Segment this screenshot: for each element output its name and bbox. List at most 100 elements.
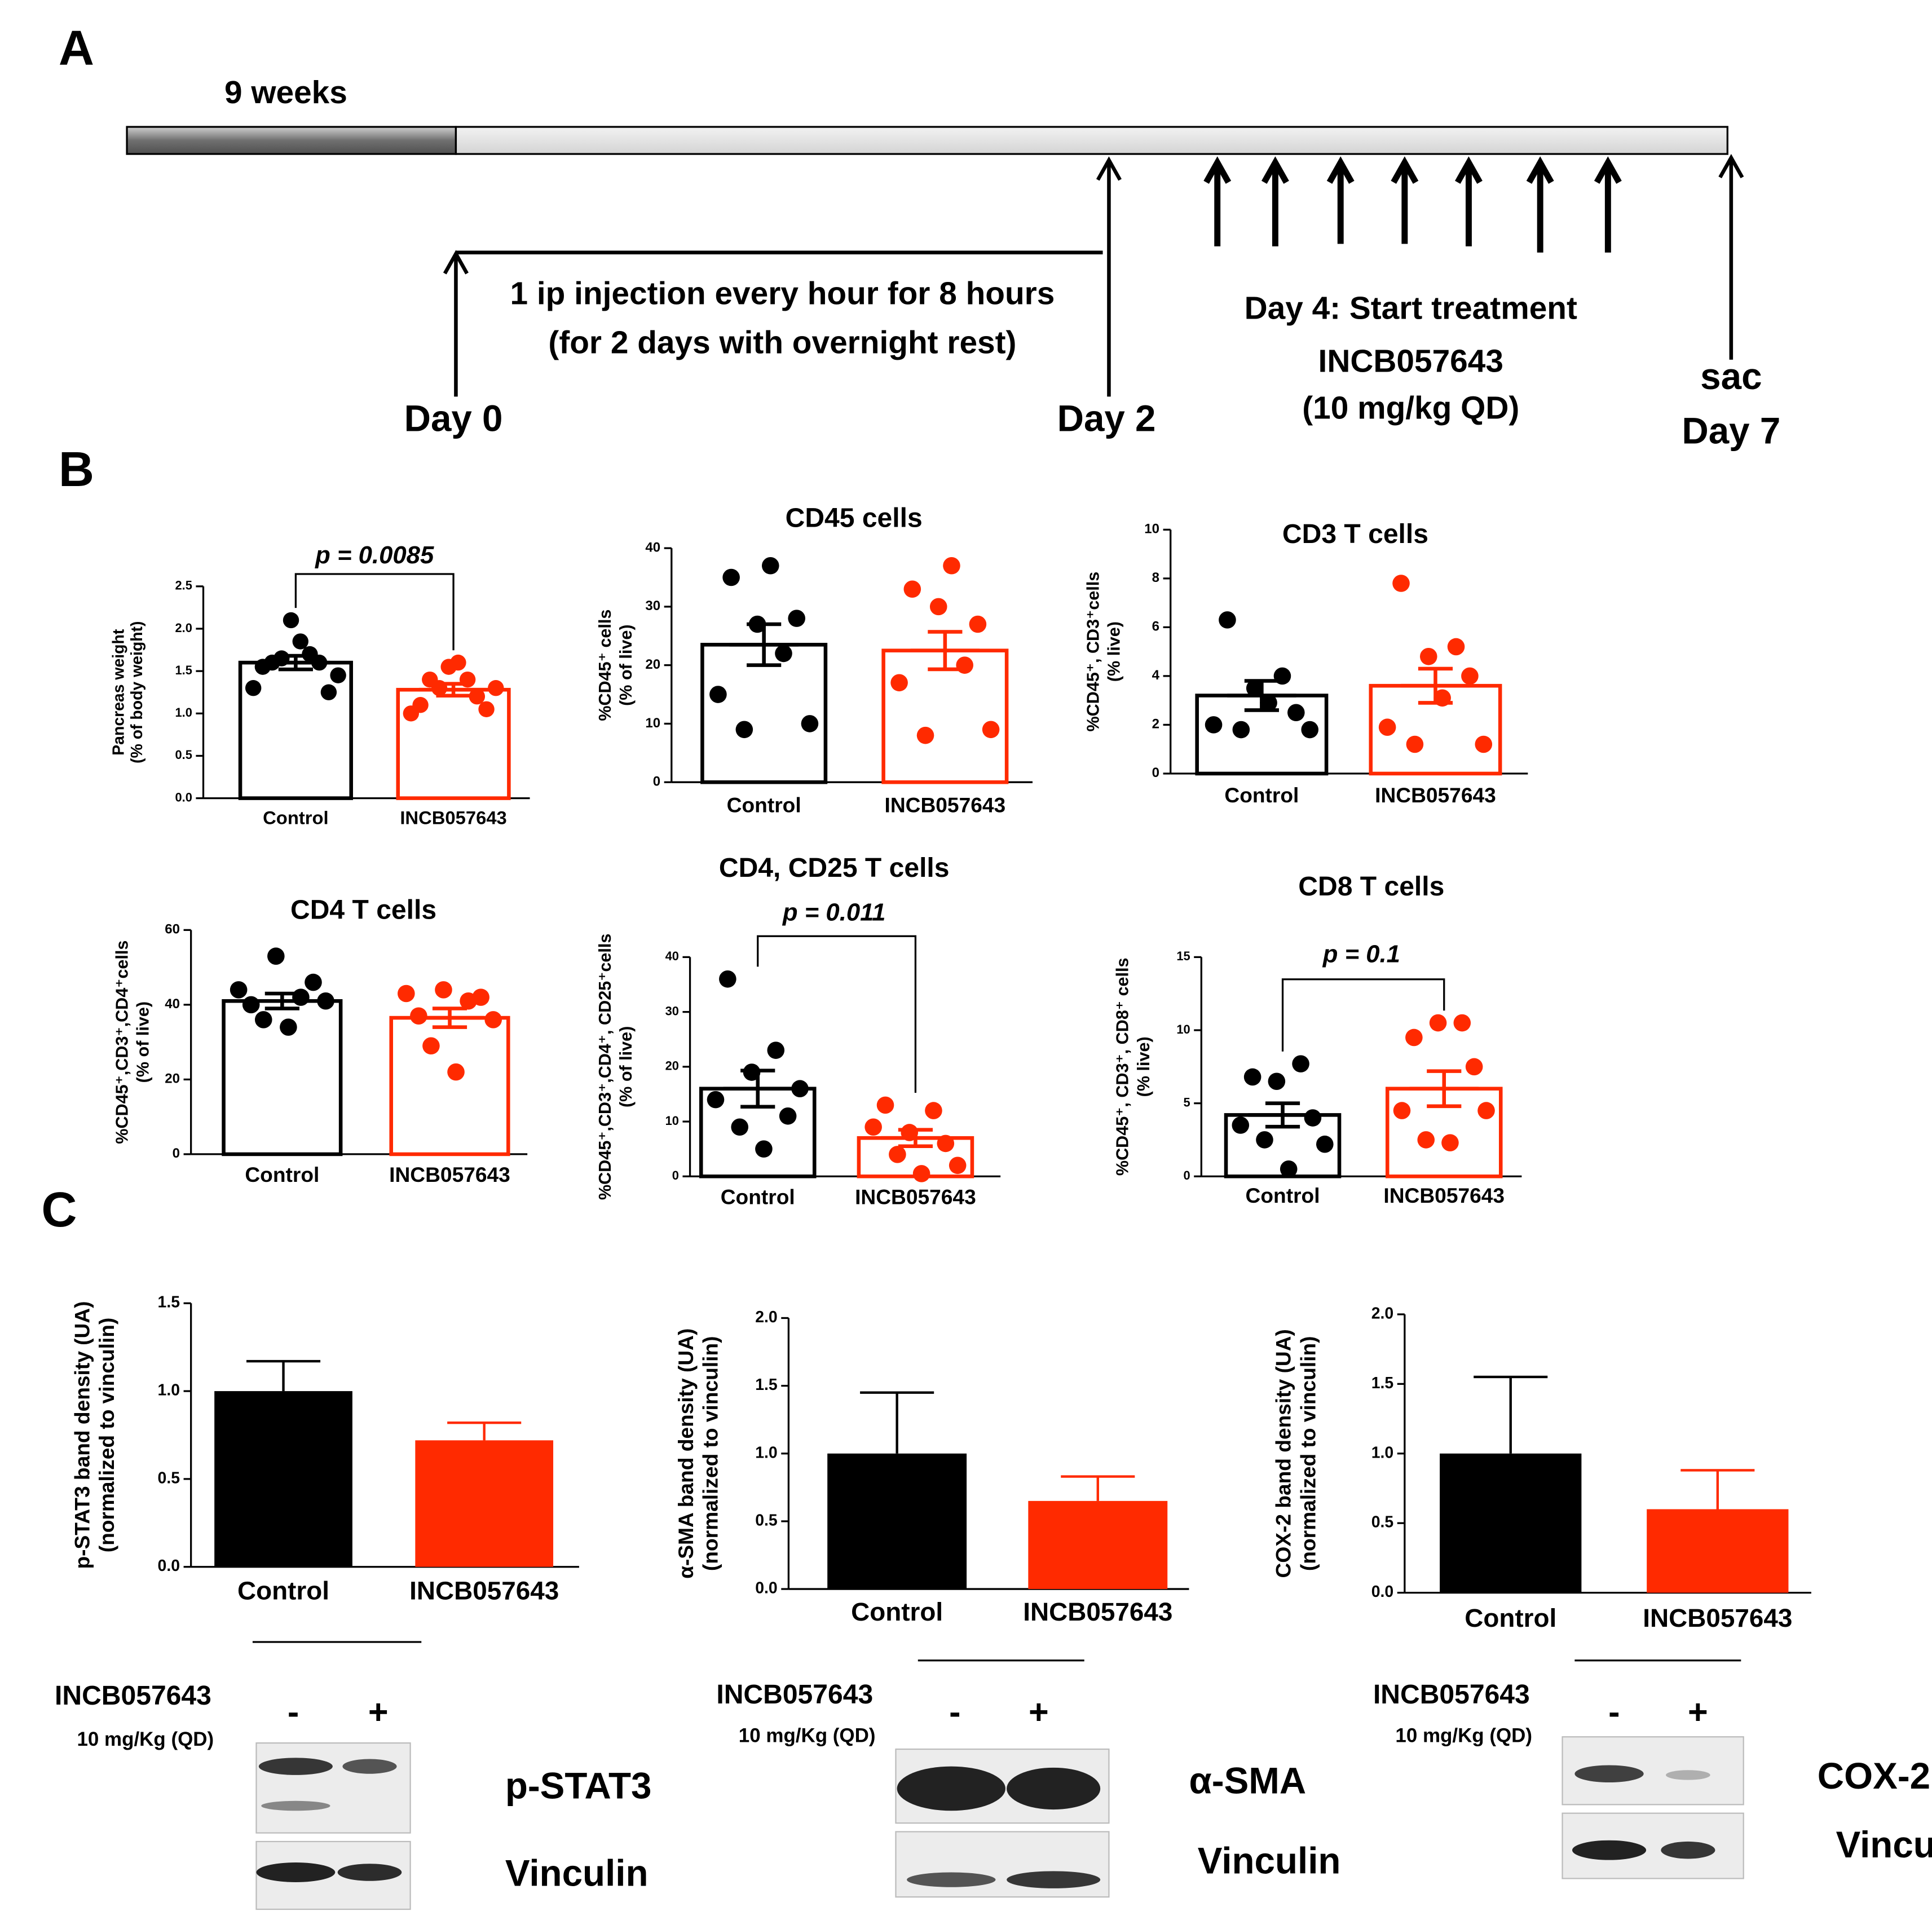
y-axis-label: α-SMA band density (UA) (674, 1328, 698, 1579)
data-point (450, 654, 466, 671)
data-point (447, 1063, 465, 1081)
data-point (903, 580, 921, 598)
data-point (488, 680, 504, 696)
x-tick-label: Control (721, 1185, 795, 1208)
y-tick-label: 0 (653, 774, 660, 789)
data-point (242, 996, 260, 1014)
data-point (937, 1135, 955, 1153)
data-point (398, 985, 415, 1003)
blot-band (261, 1800, 330, 1811)
error-bar (447, 1421, 522, 1441)
data-point (901, 1124, 919, 1141)
bar (1440, 1453, 1582, 1593)
treatment-label: INCB057643 (716, 1679, 873, 1710)
data-point (478, 701, 495, 717)
dose-label: 10 mg/Kg (QD) (77, 1728, 214, 1750)
data-point (775, 645, 792, 663)
p-value: p = 0.1 (1322, 941, 1400, 968)
blot-band (342, 1759, 397, 1774)
x-tick-label: Control (1465, 1603, 1556, 1632)
error-bar (418, 682, 488, 698)
chart-title: CD4, CD25 T cells (719, 853, 950, 883)
y-tick-label: 1.0 (158, 1381, 180, 1400)
arrow-head (1455, 156, 1483, 184)
data-point (1304, 1109, 1322, 1127)
chart-title: CD4 T cells (290, 894, 436, 925)
y-tick-label: 10 (665, 1114, 679, 1128)
y-tick-label: 0 (672, 1168, 679, 1182)
data-point (1232, 1116, 1250, 1134)
data-point (1243, 1068, 1261, 1086)
x-tick-label: Control (1246, 1184, 1320, 1207)
data-point (459, 671, 476, 688)
blot-band (907, 1872, 996, 1887)
data-point (311, 654, 328, 671)
y-axis-label: %CD45⁺,CD3⁺,CD4⁺, CD25⁺cells (596, 934, 615, 1200)
y-tick-label: 0.0 (158, 1557, 180, 1575)
data-point (719, 970, 736, 988)
data-point (484, 1011, 502, 1028)
arrow-head (1718, 153, 1744, 179)
day-label: Day 0 (404, 398, 503, 439)
timeline (126, 126, 1728, 255)
error-bar (1248, 1101, 1317, 1129)
x-tick-label: INCB057643 (400, 807, 506, 828)
data-point (791, 1080, 809, 1097)
blot-target: COX-2 (1818, 1755, 1930, 1796)
y-tick-label: 6 (1152, 619, 1159, 634)
y-tick-label: 20 (165, 1071, 180, 1087)
y-axis-label: (normalized to vinculin) (1296, 1336, 1320, 1571)
error-bar (729, 622, 799, 667)
data-point (889, 1146, 906, 1163)
y-tick-label: 0.0 (755, 1579, 777, 1597)
y-tick-label: 20 (665, 1059, 679, 1073)
arrow-head (1261, 156, 1289, 184)
bar (827, 1453, 967, 1590)
data-point (731, 1118, 749, 1136)
y-tick-label: 0.0 (1371, 1583, 1393, 1601)
lane-plus: + (1688, 1693, 1708, 1731)
bar (1028, 1500, 1168, 1590)
data-point (1260, 694, 1277, 712)
y-tick-label: 30 (665, 1004, 679, 1018)
lane-minus: - (1608, 1693, 1620, 1731)
y-axis-label: p-STAT3 band density (UA) (70, 1301, 94, 1569)
blot-band (1666, 1770, 1710, 1780)
y-tick-label: 20 (645, 657, 660, 672)
data-point (1268, 1072, 1286, 1091)
y-axis-label: (% live) (1104, 621, 1123, 682)
lane-minus: - (288, 1693, 299, 1731)
chart-title: CD8 T cells (1298, 871, 1444, 902)
data-point (431, 680, 448, 696)
significance-bracket (294, 573, 455, 651)
x-tick-label: Control (263, 807, 328, 828)
y-tick-label: 0 (173, 1146, 180, 1161)
blot-image (255, 1742, 411, 1834)
error-bar (248, 991, 317, 1010)
data-point (305, 973, 322, 991)
y-axis-label: %CD45⁺, CD3⁺, CD8⁺ cells (1113, 958, 1132, 1176)
data-point (410, 1007, 427, 1025)
data-point (890, 674, 908, 692)
data-point (956, 656, 973, 674)
data-point (254, 1011, 272, 1028)
data-point (292, 988, 310, 1006)
panel-label: B (59, 442, 94, 497)
data-point (949, 1156, 967, 1175)
data-point (412, 697, 429, 713)
data-point (1316, 1135, 1334, 1153)
bar (881, 648, 1009, 784)
dose-label: (10 mg/kg QD) (1302, 390, 1519, 426)
y-tick-label: 60 (165, 922, 180, 937)
data-point (1280, 1160, 1298, 1178)
data-point (748, 615, 766, 633)
data-point (1477, 1102, 1495, 1119)
y-tick-label: 0.5 (1371, 1513, 1393, 1531)
x-tick-label: INCB057643 (885, 793, 1006, 817)
arrow-head (1203, 156, 1232, 184)
day-label: Day 2 (1057, 398, 1156, 439)
data-point (929, 598, 947, 616)
y-tick-label: 1.5 (1371, 1374, 1393, 1392)
data-point (767, 1041, 785, 1059)
error-bar (1474, 1375, 1548, 1454)
